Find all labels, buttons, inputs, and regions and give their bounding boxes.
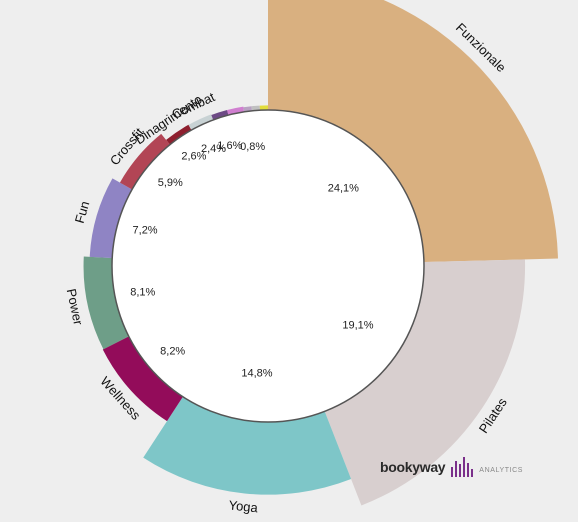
category-label-power: Power bbox=[64, 287, 86, 327]
value-label-minor-11: 0,8% bbox=[240, 141, 265, 153]
value-label-combat: 2,4% bbox=[201, 143, 226, 155]
brand-name: bookyway bbox=[380, 459, 446, 475]
value-label-yoga: 14,8% bbox=[241, 367, 272, 379]
slice-power bbox=[83, 256, 133, 350]
slice-wellness bbox=[102, 334, 186, 422]
slice-crossfit bbox=[119, 133, 173, 192]
brand-tag: ANALYTICS bbox=[479, 466, 524, 474]
slice-funzionale bbox=[268, 0, 558, 263]
slices-layer bbox=[83, 0, 558, 506]
value-label-power: 8,1% bbox=[130, 286, 155, 298]
slice-fun bbox=[89, 178, 136, 259]
value-label-fun: 7,2% bbox=[133, 224, 158, 236]
value-label-dinagrimento: 2,6% bbox=[181, 151, 206, 163]
category-label-yoga: Yoga bbox=[228, 497, 259, 515]
value-label-pilates: 19,1% bbox=[342, 320, 373, 332]
value-label-wellness: 8,2% bbox=[160, 345, 185, 357]
value-label-minor-9: 1,6% bbox=[217, 140, 242, 152]
value-label-crossfit: 5,9% bbox=[158, 177, 183, 189]
slice-pilates bbox=[323, 259, 526, 506]
brand-bars-icon bbox=[451, 457, 474, 477]
category-label-fun: Fun bbox=[72, 199, 93, 225]
brand-logo: bookyway ANALYTICS bbox=[380, 457, 523, 477]
inner-circle bbox=[111, 109, 425, 423]
value-label-funzionale: 24,1% bbox=[328, 183, 359, 195]
